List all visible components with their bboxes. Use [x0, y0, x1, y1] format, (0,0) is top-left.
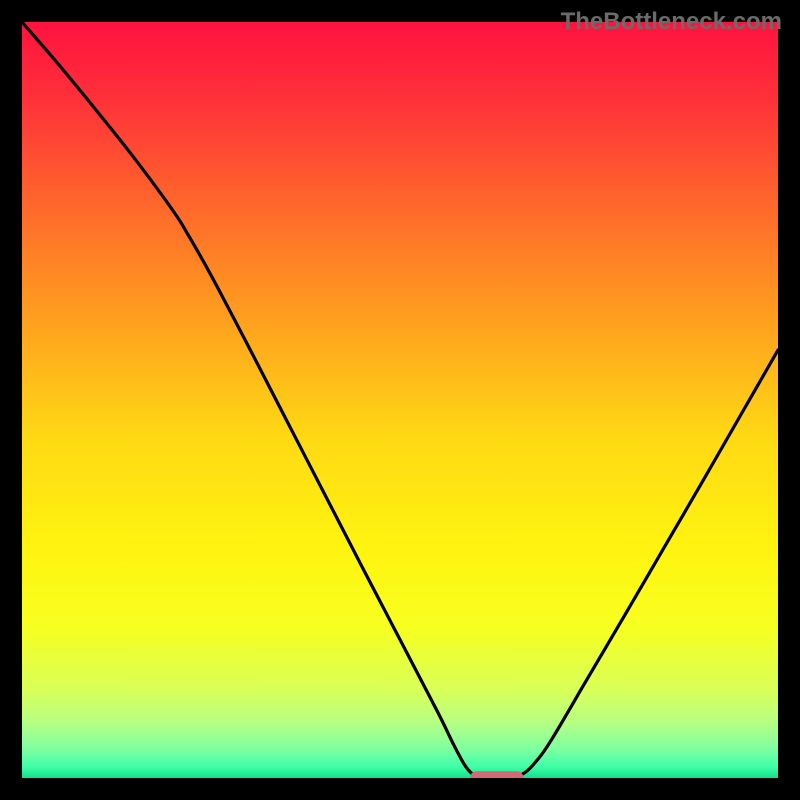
plot-area	[22, 22, 778, 778]
watermark-text: TheBottleneck.com	[561, 8, 782, 36]
plot-background	[22, 22, 778, 778]
plot-svg	[22, 22, 778, 778]
optimal-marker	[470, 771, 523, 778]
chart-container: TheBottleneck.com	[0, 0, 800, 800]
